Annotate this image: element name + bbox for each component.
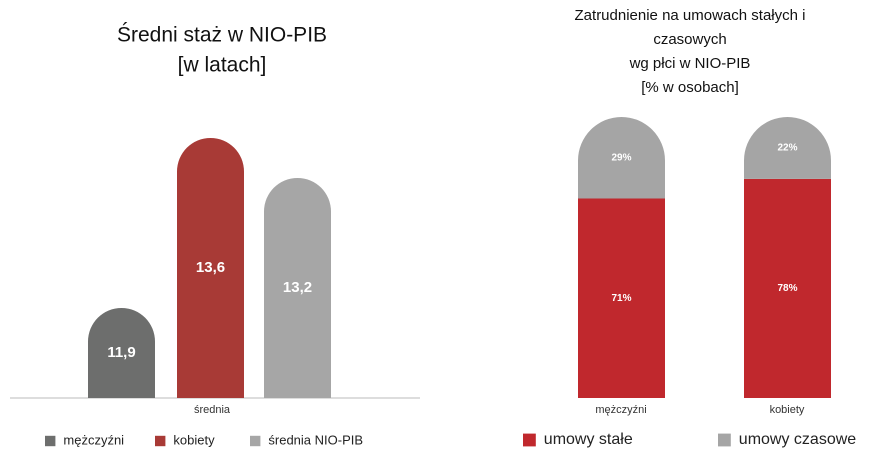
- chart-title: czasowych: [653, 31, 726, 48]
- legend-label: średnia NIO-PIB: [268, 432, 363, 447]
- chart-title: [w latach]: [178, 54, 267, 77]
- legend-label: kobiety: [173, 432, 215, 447]
- chart-title: [% w osobach]: [641, 79, 739, 96]
- legend-swatch: [45, 435, 56, 447]
- data-label: 22%: [777, 143, 797, 154]
- data-label: 13,2: [283, 279, 312, 296]
- x-tick-label: średnia: [194, 404, 231, 416]
- legend-swatch: [250, 435, 261, 447]
- bar: [88, 308, 155, 398]
- chart-title: wg płci w NIO-PIB: [629, 55, 751, 72]
- legend-label: umowy stałe: [544, 431, 633, 448]
- bar-segment: [578, 198, 665, 398]
- data-label: 13,6: [196, 259, 225, 276]
- data-label: 11,9: [107, 344, 135, 361]
- legend-swatch: [718, 433, 731, 447]
- legend-label: mężczyźni: [63, 432, 124, 447]
- legend-label: umowy czasowe: [739, 431, 856, 448]
- bar-segment: [744, 116, 831, 179]
- bar-segment: [744, 178, 831, 398]
- legend-swatch: [523, 433, 536, 447]
- x-tick-label: kobiety: [770, 404, 805, 416]
- legend-swatch: [155, 435, 166, 447]
- data-label: 71%: [611, 293, 631, 304]
- data-label: 78%: [777, 283, 797, 294]
- chart-title: Zatrudnienie na umowach stałych i: [575, 7, 806, 24]
- data-label: 29%: [611, 152, 631, 163]
- x-tick-label: mężczyźni: [595, 404, 646, 416]
- bar-segment: [578, 116, 665, 199]
- bar: [264, 178, 331, 398]
- chart-title: Średni staż w NIO-PIB: [117, 23, 327, 47]
- bar: [177, 138, 244, 398]
